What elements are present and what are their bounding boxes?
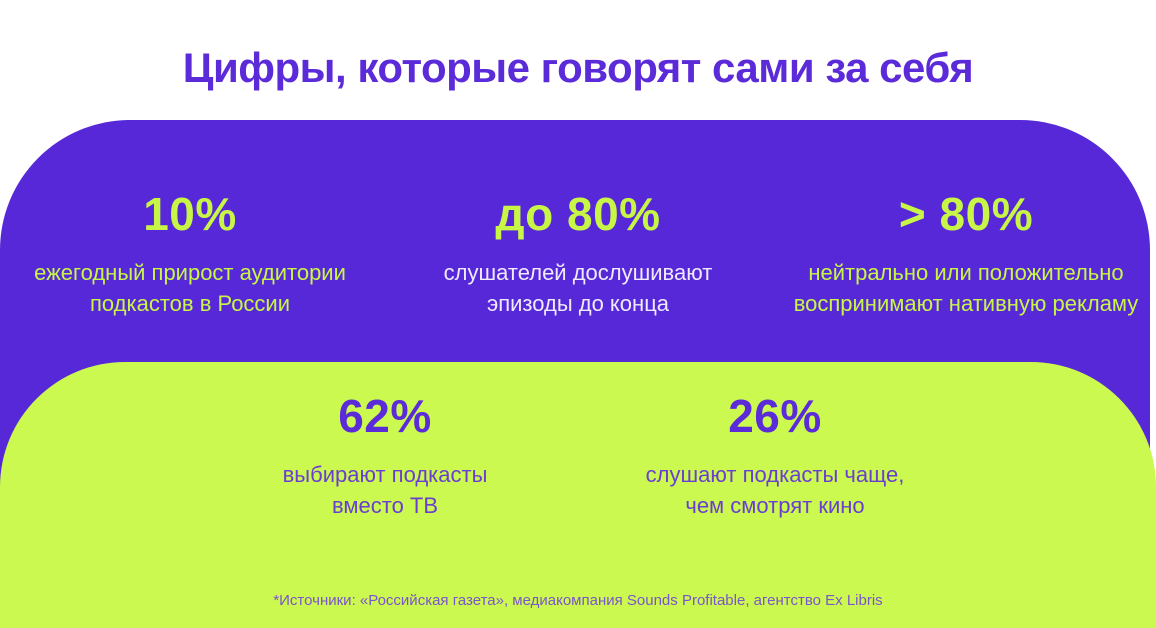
stat-label: слушателей дослушивают эпизоды до конца bbox=[388, 257, 768, 319]
stat-label-line1: нейтрально или положительно bbox=[808, 260, 1124, 285]
stat-label: выбирают подкасты вместо ТВ bbox=[190, 459, 580, 521]
stat-label: нейтрально или положительно воспринимают… bbox=[776, 257, 1156, 319]
green-stats-row: 62% выбирают подкасты вместо ТВ 26% слуш… bbox=[190, 390, 970, 521]
slide-title: Цифры, которые говорят сами за себя bbox=[182, 44, 974, 91]
stat-value: 10% bbox=[143, 188, 237, 240]
stat-value: 62% bbox=[338, 390, 432, 442]
purple-stats-row: 10% ежегодный прирост аудитории подкасто… bbox=[0, 188, 1156, 319]
stat-label-line2: эпизоды до конца bbox=[486, 291, 670, 316]
stat-label-line1: слушателей дослушивают bbox=[443, 260, 713, 285]
sources-footnote: *Источники: «Российская газета», медиако… bbox=[273, 592, 883, 609]
green-panel bbox=[0, 362, 1156, 628]
stat-native-ads-perception: > 80% нейтрально или положительно воспри… bbox=[776, 188, 1156, 319]
stat-value: > 80% bbox=[898, 188, 1034, 240]
stat-label-line1: выбирают подкасты bbox=[282, 462, 488, 487]
stat-podcasts-vs-movies: 26% слушают подкасты чаще, чем смотрят к… bbox=[580, 390, 970, 521]
stat-label-line2: вместо ТВ bbox=[331, 493, 439, 518]
stat-label-line1: ежегодный прирост аудитории bbox=[34, 260, 346, 285]
stat-value: до 80% bbox=[495, 188, 661, 240]
stat-label-line2: подкастов в России bbox=[89, 291, 291, 316]
stat-label-line2: воспринимают нативную рекламу bbox=[793, 291, 1139, 316]
stat-label: слушают подкасты чаще, чем смотрят кино bbox=[580, 459, 970, 521]
stat-episode-completion: до 80% слушателей дослушивают эпизоды до… bbox=[388, 188, 768, 319]
stat-podcast-audience-growth: 10% ежегодный прирост аудитории подкасто… bbox=[0, 188, 380, 319]
stat-label: ежегодный прирост аудитории подкастов в … bbox=[0, 257, 380, 319]
stat-label-line2: чем смотрят кино bbox=[685, 493, 865, 518]
stat-podcasts-vs-tv: 62% выбирают подкасты вместо ТВ bbox=[190, 390, 580, 521]
stat-label-line1: слушают подкасты чаще, bbox=[645, 462, 905, 487]
stat-value: 26% bbox=[728, 390, 822, 442]
